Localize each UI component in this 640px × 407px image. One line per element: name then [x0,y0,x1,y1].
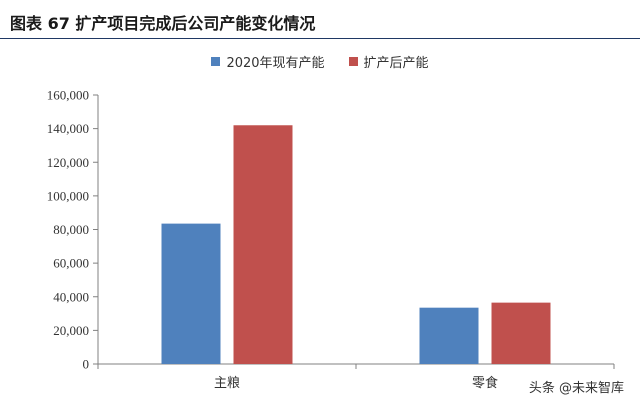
watermark: 头条 @未来智库 [524,376,628,397]
bar-1-2 [419,307,479,364]
legend-item-series-1: 2020年现有产能 [211,52,325,71]
y-tick-label: 20,000 [53,323,89,338]
x-tick-label: 主粮 [214,376,240,391]
y-tick-label: 160,000 [47,88,89,103]
chart-legend: 2020年现有产能 扩产后产能 [0,52,640,71]
bar-2-2 [491,302,551,364]
bar-2-1 [233,125,293,364]
bar-1-1 [161,223,221,364]
y-tick-label: 100,000 [47,188,89,203]
legend-label-series-1: 2020年现有产能 [226,56,325,71]
y-tick-label: 0 [83,357,90,372]
y-tick-label: 40,000 [53,289,89,304]
x-tick-label: 零食 [472,375,498,391]
y-tick-label: 140,000 [47,121,89,136]
y-tick-label: 60,000 [53,256,89,271]
legend-label-series-2: 扩产后产能 [363,56,429,71]
y-tick-label: 120,000 [47,155,89,170]
y-tick-label: 80,000 [53,222,89,237]
legend-swatch-series-1 [211,57,221,66]
title-bar: 图表 67 扩产项目完成后公司产能变化情况 [0,0,640,39]
legend-swatch-series-2 [348,57,358,66]
legend-item-series-2: 扩产后产能 [348,52,429,71]
chart-title: 图表 67 扩产项目完成后公司产能变化情况 [10,14,316,33]
